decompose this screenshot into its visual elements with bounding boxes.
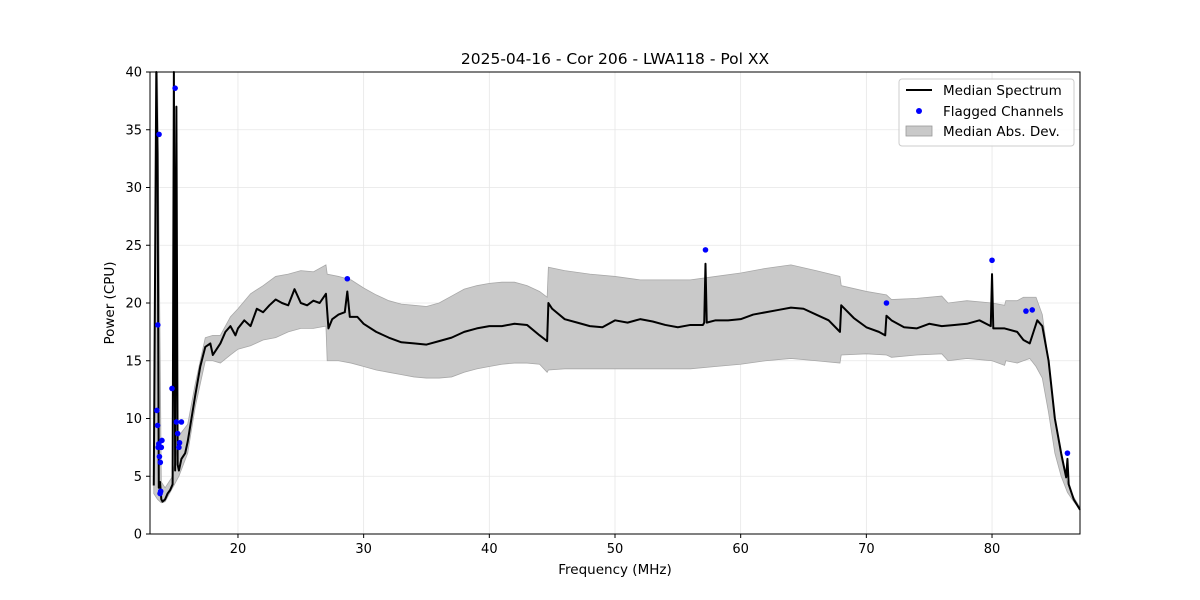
- flagged-channels: [154, 85, 1071, 497]
- y-tick-label: 30: [125, 181, 142, 196]
- x-tick-label: 60: [732, 542, 749, 557]
- y-tick-label: 40: [125, 66, 142, 81]
- y-axis: 0 5 10 15 20 25 30 35 40: [125, 66, 150, 543]
- x-tick-label: 30: [355, 542, 372, 557]
- flagged-channel-point: [154, 322, 161, 328]
- flagged-channel-point: [176, 439, 183, 446]
- flagged-channel-point: [158, 444, 165, 451]
- flagged-channel-point: [159, 437, 165, 444]
- flagged-channel-point: [989, 257, 995, 264]
- median-spectrum: [152, 71, 1081, 511]
- flagged-channel-point: [172, 85, 178, 91]
- flagged-channel-point: [157, 488, 164, 495]
- x-axis-label: Frequency (MHz): [558, 562, 671, 578]
- y-tick-label: 25: [125, 239, 142, 254]
- legend: Median Spectrum Flagged Channels Median …: [898, 78, 1075, 147]
- x-tick-label: 20: [230, 542, 247, 557]
- flagged-channel-point: [1023, 308, 1029, 314]
- legend-label-median: Median Spectrum: [943, 83, 1062, 99]
- y-tick-label: 0: [134, 528, 142, 543]
- median-spectrum-line: [152, 71, 1081, 511]
- flagged-channel-point: [154, 422, 161, 429]
- legend-box: [898, 78, 1075, 147]
- x-axis: 20 30 40 50 60 70 80: [230, 534, 1001, 557]
- x-tick-label: 50: [607, 542, 624, 557]
- x-tick-label: 70: [858, 542, 875, 557]
- flagged-channel-point: [1029, 307, 1036, 313]
- flagged-channel-point: [169, 385, 175, 392]
- legend-label-flagged: Flagged Channels: [943, 104, 1064, 120]
- flagged-channel-point: [178, 419, 185, 425]
- y-tick-label: 15: [125, 354, 142, 369]
- y-tick-label: 5: [134, 470, 142, 485]
- y-axis-label: Power (CPU): [102, 261, 118, 344]
- flagged-channel-point: [344, 275, 351, 282]
- flagged-channel-point: [173, 419, 180, 425]
- flagged-channel-point: [156, 131, 162, 138]
- flagged-channel-point: [176, 444, 182, 451]
- y-tick-label: 20: [125, 297, 142, 312]
- y-tick-label: 35: [125, 123, 142, 138]
- flagged-channel-point: [174, 430, 181, 437]
- flagged-channel-point: [1064, 450, 1071, 456]
- legend-label-mad: Median Abs. Dev.: [943, 124, 1060, 140]
- y-tick-label: 10: [125, 412, 142, 427]
- x-tick-label: 40: [481, 542, 498, 557]
- x-tick-label: 80: [984, 542, 1001, 557]
- flagged-channel-point: [154, 407, 160, 414]
- flagged-channel-point: [157, 459, 164, 466]
- flagged-channel-point: [883, 300, 890, 306]
- legend-marker-swatch: [916, 108, 922, 114]
- flagged-channel-point: [702, 247, 709, 253]
- chart-title: 2025-04-16 - Cor 206 - LWA118 - Pol XX: [461, 50, 770, 68]
- flagged-channel-point: [156, 453, 163, 460]
- legend-band-swatch: [905, 125, 933, 137]
